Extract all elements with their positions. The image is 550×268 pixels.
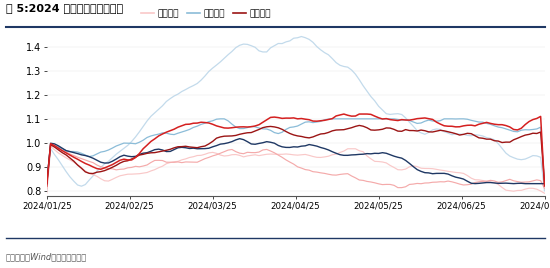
Text: 数据来源：Wind，中信建投证券: 数据来源：Wind，中信建投证券	[6, 252, 87, 261]
Legend: 华为概念, 低空经济, 上证指数: 华为概念, 低空经济, 上证指数	[137, 6, 275, 22]
Text: 图 5:2024 上半年知名主题投资: 图 5:2024 上半年知名主题投资	[6, 3, 123, 13]
